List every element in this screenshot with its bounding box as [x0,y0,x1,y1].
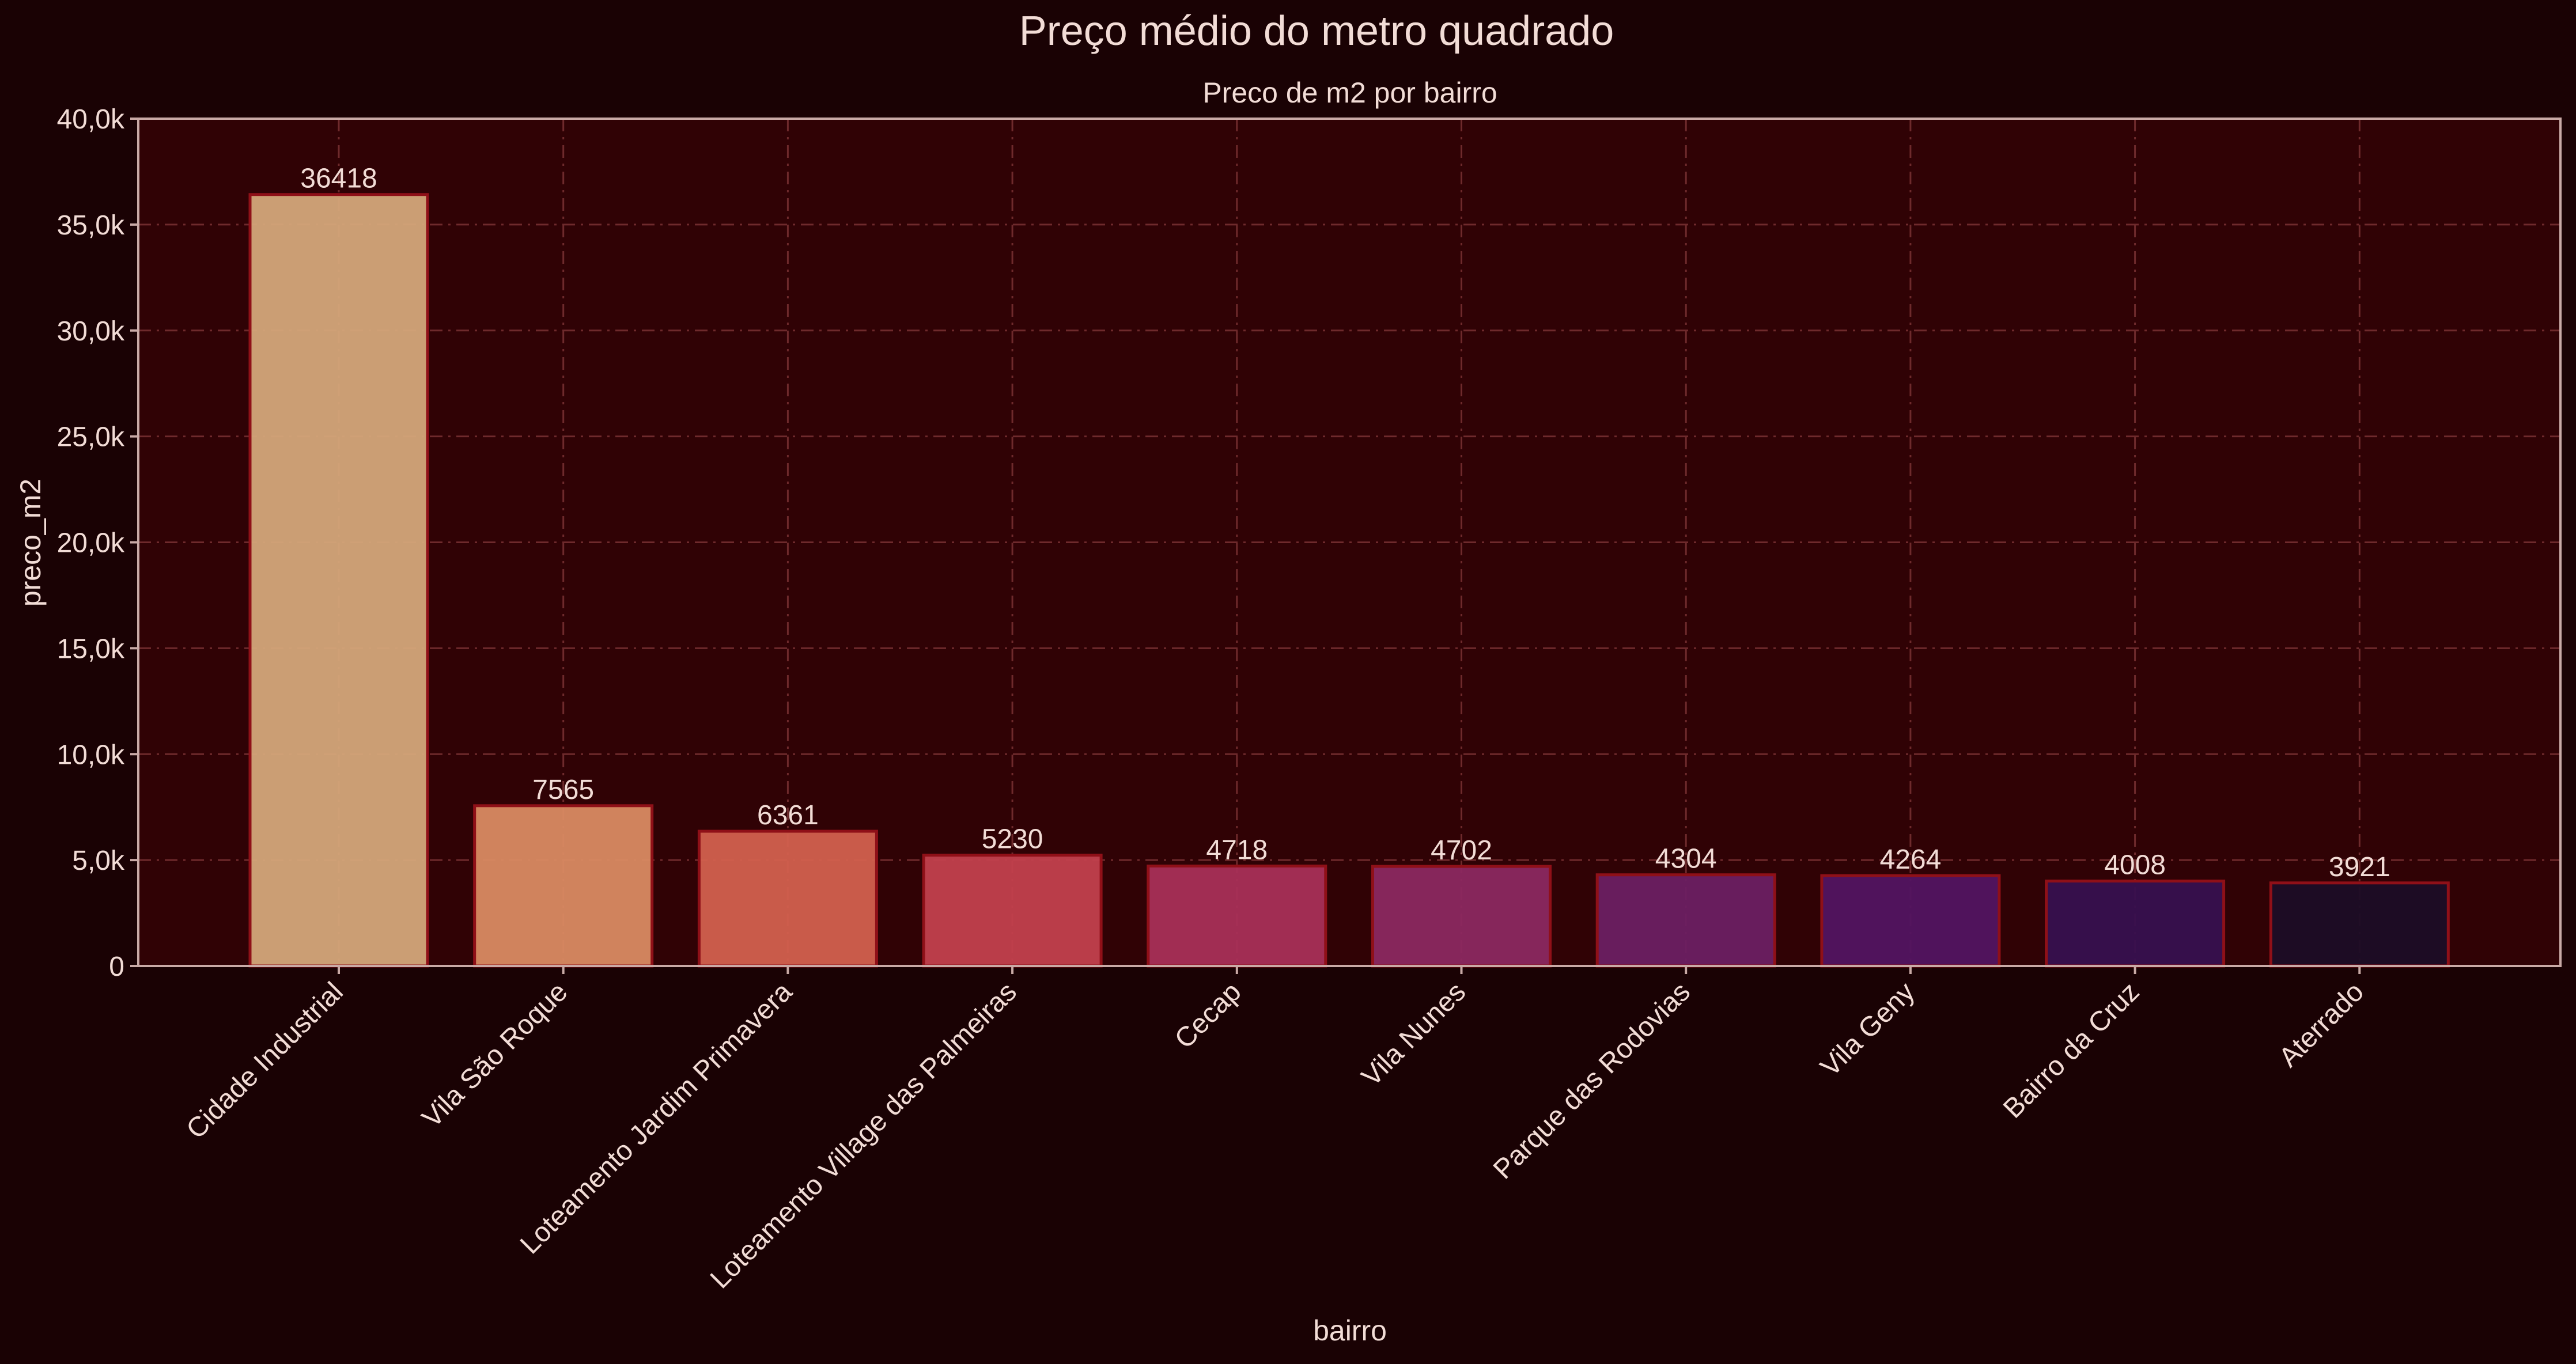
y-tick-label: 15,0k [57,634,125,664]
chart-subtitle: Preco de m2 por bairro [1202,77,1497,109]
bar [922,854,1103,968]
bar [1820,874,2001,968]
bar-data-label: 7565 [532,775,594,805]
chart-title: Preço médio do metro quadrado [1019,8,1614,54]
bar [2045,880,2226,968]
bar [697,829,878,968]
y-tick-label: 25,0k [57,422,125,453]
bar [473,804,654,968]
bars [248,193,2450,968]
bar [1147,864,1327,968]
x-axis-label: bairro [1313,1314,1387,1347]
y-tick-label: 40,0k [57,104,125,135]
bar-data-label: 4264 [1880,844,1942,875]
bar [1595,873,1776,968]
bar-labels: 36418 7565 6361 5230 4718 4702 4304 4264 4008 392… [300,164,2390,882]
bar-data-label: 6361 [757,800,819,831]
y-tick-label: 20,0k [57,528,125,559]
bar-data-label: 4304 [1655,844,1717,874]
y-tick-label: 10,0k [57,740,125,770]
y-tick-label: 30,0k [57,316,125,347]
y-tick-label: 0 [109,952,124,982]
bar-data-label: 4702 [1431,835,1492,866]
bar-data-label: 3921 [2329,852,2390,882]
bar-data-label: 4718 [1206,835,1268,865]
y-axis-label: preco_m2 [14,479,47,607]
bar-data-label: 36418 [300,164,377,194]
bar-data-label: 5230 [982,824,1043,855]
y-tick-label: 5,0k [72,846,125,876]
bar [2269,881,2450,968]
bar [1371,865,1552,968]
bar-data-label: 4008 [2104,850,2166,881]
y-tick-label: 35,0k [57,210,125,241]
bar [248,193,429,968]
y-axis: 0 5,0k 10,0k 15,0k 20,0k 25,0k 30,0k 35,0k 40,0k [57,104,138,982]
